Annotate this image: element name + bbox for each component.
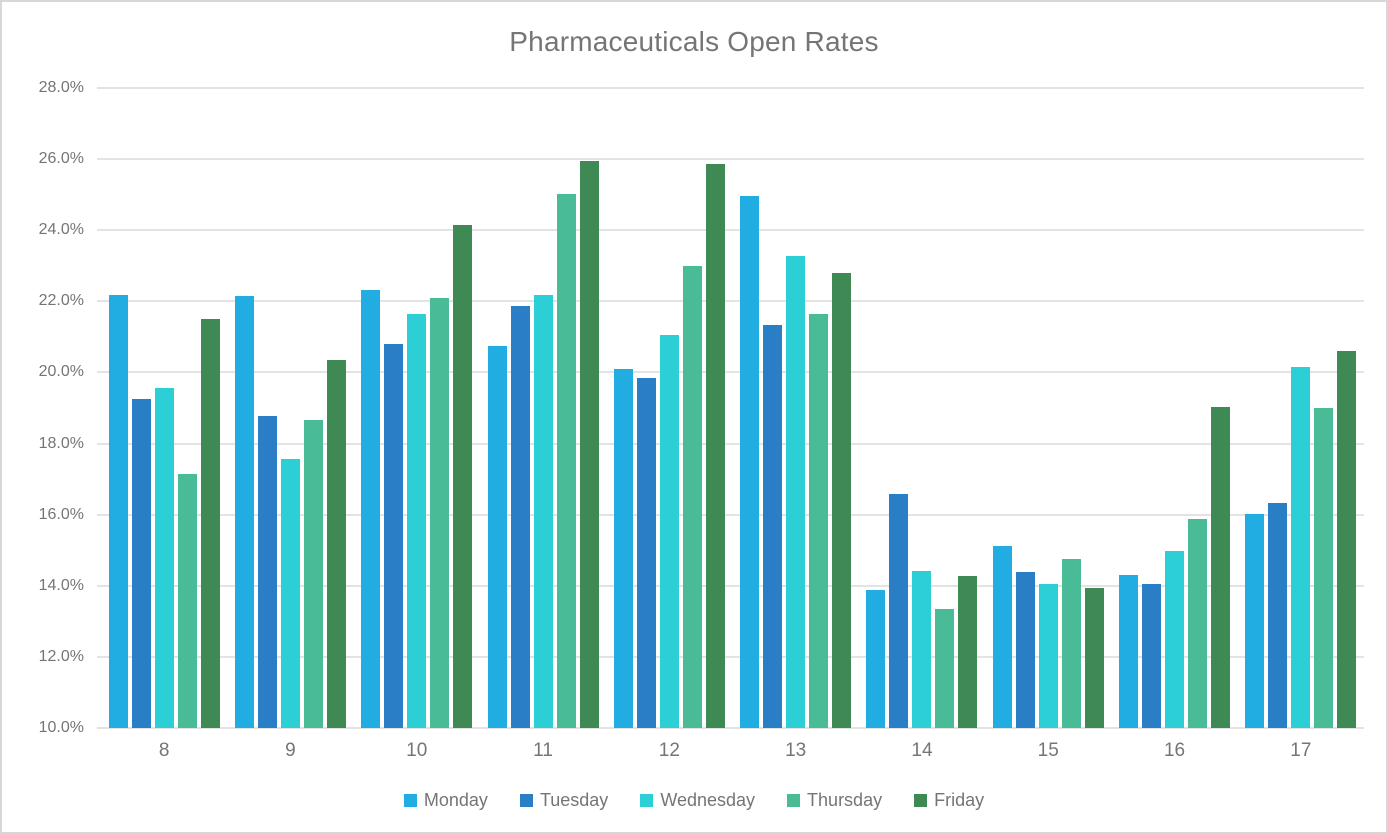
- bar-thursday-12[interactable]: [682, 266, 702, 728]
- bar-friday-17[interactable]: [1337, 351, 1357, 728]
- bar-monday-16[interactable]: [1119, 575, 1139, 728]
- gridline-24.0%: [97, 229, 1364, 232]
- bar-friday-9[interactable]: [326, 359, 346, 728]
- bar-monday-9[interactable]: [234, 295, 254, 728]
- bar-tuesday-12[interactable]: [636, 377, 656, 728]
- legend-item-monday[interactable]: Monday: [403, 790, 488, 811]
- y-tick-label-16.0%: 16.0%: [38, 505, 84, 523]
- gridline-18.0%: [97, 442, 1364, 445]
- bar-thursday-17[interactable]: [1314, 408, 1334, 728]
- x-tick-label-17: 17: [1290, 740, 1312, 761]
- bar-monday-12[interactable]: [613, 368, 633, 728]
- bar-monday-14[interactable]: [866, 590, 886, 728]
- y-tick-label-20.0%: 20.0%: [38, 363, 84, 381]
- legend: Monday Tuesday Wednesday Thursday Friday: [2, 790, 1386, 811]
- bar-monday-10[interactable]: [361, 289, 381, 728]
- bar-monday-13[interactable]: [740, 196, 760, 728]
- y-tick-label-18.0%: 18.0%: [38, 434, 84, 452]
- bar-thursday-11[interactable]: [556, 194, 576, 728]
- x-tick-label-13: 13: [785, 740, 807, 761]
- bar-tuesday-13[interactable]: [763, 325, 783, 728]
- y-tick-label-26.0%: 26.0%: [38, 150, 84, 168]
- bar-friday-11[interactable]: [579, 160, 599, 728]
- bar-monday-17[interactable]: [1245, 513, 1265, 728]
- bar-wednesday-16[interactable]: [1165, 551, 1185, 728]
- bar-tuesday-14[interactable]: [889, 494, 909, 728]
- y-tick-label-10.0%: 10.0%: [38, 719, 84, 736]
- gridline-28.0%: [97, 87, 1364, 89]
- chart-title: Pharmaceuticals Open Rates: [509, 26, 879, 57]
- bar-friday-15[interactable]: [1084, 588, 1104, 728]
- legend-label: Monday: [423, 790, 488, 810]
- bar-monday-8[interactable]: [108, 295, 128, 728]
- bar-friday-10[interactable]: [453, 224, 473, 728]
- legend-item-friday[interactable]: Friday: [914, 790, 984, 811]
- y-tick-label-24.0%: 24.0%: [38, 221, 84, 239]
- bar-wednesday-8[interactable]: [154, 387, 174, 728]
- bar-friday-13[interactable]: [832, 272, 852, 728]
- bar-wednesday-9[interactable]: [280, 459, 300, 728]
- x-tick-label-11: 11: [533, 740, 553, 761]
- y-tick-label-12.0%: 12.0%: [38, 647, 84, 665]
- gridline-10.0%: [97, 727, 1364, 729]
- legend-swatch-icon: [519, 794, 533, 807]
- bar-thursday-10[interactable]: [430, 298, 450, 728]
- x-tick-label-15: 15: [1037, 740, 1059, 761]
- bar-thursday-8[interactable]: [177, 474, 197, 728]
- bar-tuesday-16[interactable]: [1142, 584, 1162, 728]
- bar-tuesday-9[interactable]: [257, 416, 277, 728]
- bar-wednesday-15[interactable]: [1038, 584, 1058, 728]
- legend-swatch-icon: [787, 794, 801, 807]
- x-tick-label-16: 16: [1163, 740, 1186, 761]
- y-tick-label-28.0%: 28.0%: [38, 79, 84, 96]
- bar-thursday-16[interactable]: [1188, 518, 1208, 728]
- bar-wednesday-14[interactable]: [912, 571, 932, 728]
- bar-wednesday-17[interactable]: [1291, 366, 1311, 728]
- bar-wednesday-12[interactable]: [659, 334, 679, 728]
- legend-label: Wednesday: [660, 790, 756, 810]
- y-tick-label-14.0%: 14.0%: [38, 576, 84, 594]
- gridline-14.0%: [97, 584, 1364, 587]
- legend-label: Thursday: [807, 790, 883, 810]
- gridline-26.0%: [97, 158, 1364, 161]
- legend-swatch-icon: [403, 794, 417, 807]
- legend-swatch-icon: [640, 794, 654, 807]
- legend-label: Friday: [934, 790, 985, 810]
- gridline-12.0%: [97, 655, 1364, 658]
- x-tick-label-9: 9: [285, 740, 296, 761]
- gridline-16.0%: [97, 513, 1364, 516]
- legend-label: Tuesday: [539, 790, 609, 810]
- bar-friday-8[interactable]: [200, 318, 220, 728]
- bar-thursday-13[interactable]: [809, 313, 829, 728]
- bar-monday-15[interactable]: [992, 545, 1012, 728]
- x-tick-label-12: 12: [658, 740, 680, 761]
- bar-tuesday-17[interactable]: [1268, 503, 1288, 728]
- legend-swatch-icon: [914, 794, 928, 807]
- bar-friday-14[interactable]: [958, 575, 978, 728]
- legend-item-thursday[interactable]: Thursday: [787, 790, 882, 811]
- bar-tuesday-11[interactable]: [510, 305, 530, 728]
- bar-monday-11[interactable]: [487, 345, 507, 728]
- bar-friday-16[interactable]: [1211, 406, 1231, 728]
- bar-tuesday-10[interactable]: [384, 343, 404, 728]
- legend-item-tuesday[interactable]: Tuesday: [519, 790, 609, 811]
- bar-wednesday-11[interactable]: [533, 294, 553, 728]
- x-tick-label-10: 10: [406, 740, 428, 761]
- gridline-22.0%: [97, 300, 1364, 303]
- bar-tuesday-8[interactable]: [131, 399, 151, 728]
- bar-wednesday-13[interactable]: [786, 255, 806, 728]
- bar-thursday-9[interactable]: [303, 420, 323, 728]
- bar-thursday-15[interactable]: [1061, 558, 1081, 728]
- y-tick-label-22.0%: 22.0%: [38, 292, 84, 310]
- bar-wednesday-10[interactable]: [407, 313, 427, 728]
- x-tick-label-14: 14: [911, 740, 933, 761]
- legend-item-wednesday[interactable]: Wednesday: [640, 790, 755, 811]
- gridline-20.0%: [97, 371, 1364, 374]
- bar-friday-12[interactable]: [705, 164, 725, 728]
- x-tick-label-8: 8: [158, 740, 170, 761]
- bar-tuesday-15[interactable]: [1015, 571, 1035, 728]
- bar-thursday-14[interactable]: [935, 609, 955, 728]
